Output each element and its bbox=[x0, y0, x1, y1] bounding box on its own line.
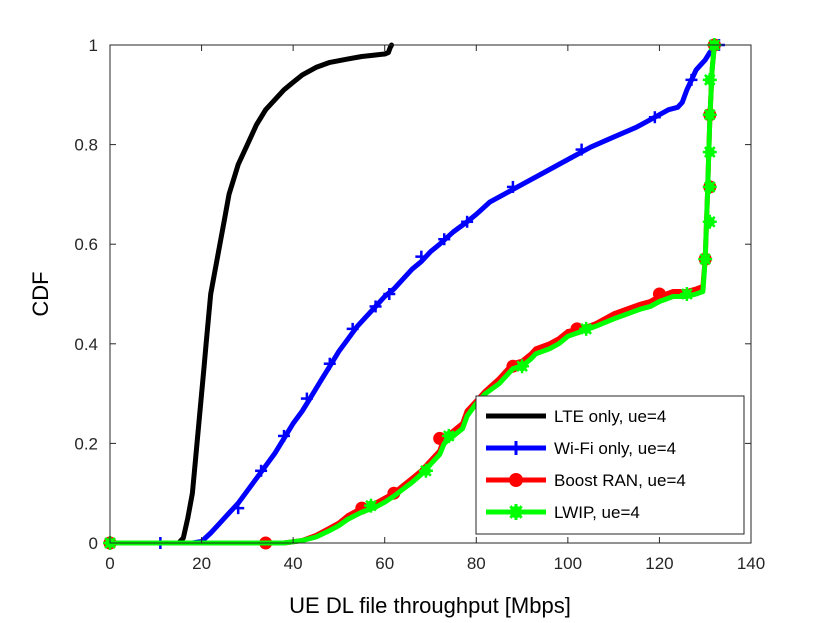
marker-wi-fi-only-ue-4-11 bbox=[438, 233, 451, 246]
x-axis-title: UE DL file throughput [Mbps] bbox=[289, 593, 571, 618]
series-layer bbox=[103, 38, 725, 550]
legend-marker-lwip-ue-4-spoke-3 bbox=[509, 505, 523, 519]
legend: LTE only, ue=4 Wi-Fi only, ue=4 Boost RAN,… bbox=[475, 395, 745, 535]
marker-lwip-ue-4-8 bbox=[702, 214, 717, 229]
legend-label-wi-fi-only-ue-4: Wi-Fi only, ue=4 bbox=[554, 439, 676, 458]
marker-lwip-ue-4-10 bbox=[702, 145, 717, 160]
marker-lwip-ue-4-9 bbox=[702, 179, 717, 194]
marker-lwip-ue-4-8-spoke-3 bbox=[703, 215, 716, 228]
marker-lwip-ue-4-2-spoke-3 bbox=[420, 464, 432, 477]
marker-wi-fi-only-ue-4-8 bbox=[369, 300, 382, 313]
legend-label-lte-only-ue-4: LTE only, ue=4 bbox=[554, 407, 666, 426]
series-line-lte-only-ue-4 bbox=[107, 42, 395, 546]
x-tick-label-2: 40 bbox=[284, 554, 303, 573]
marker-lwip-ue-4-3 bbox=[441, 428, 456, 443]
series-line-wi-fi-only-ue-4 bbox=[107, 42, 722, 546]
marker-lwip-ue-4-4 bbox=[515, 359, 530, 374]
y-tick-label-4: 0.8 bbox=[74, 136, 98, 155]
x-tick-label-3: 60 bbox=[375, 554, 394, 573]
marker-wi-fi-only-ue-4-15 bbox=[648, 111, 661, 124]
legend-marker-boost-ran-ue-4 bbox=[509, 473, 523, 487]
y-tick-label-2: 0.4 bbox=[74, 335, 98, 354]
legend-label-lwip-ue-4: LWIP, ue=4 bbox=[554, 503, 640, 522]
marker-lwip-ue-4-12 bbox=[702, 72, 717, 87]
marker-wi-fi-only-ue-4-5 bbox=[300, 392, 313, 405]
x-tick-label-0: 0 bbox=[105, 554, 114, 573]
y-tick-label-1: 0.2 bbox=[74, 434, 98, 453]
marker-wi-fi-only-ue-4-2 bbox=[232, 502, 245, 515]
marker-wi-fi-only-ue-4-16 bbox=[685, 73, 698, 86]
marker-wi-fi-only-ue-4-13 bbox=[506, 180, 519, 193]
marker-lwip-ue-4-1 bbox=[363, 498, 378, 513]
marker-wi-fi-only-ue-4-4 bbox=[277, 429, 290, 442]
marker-lwip-ue-4-12-spoke-3 bbox=[703, 74, 716, 86]
marker-wi-fi-only-ue-4-12 bbox=[461, 215, 474, 228]
series-line-lwip-ue-4 bbox=[107, 42, 717, 546]
marker-lwip-ue-4-7-spoke-3 bbox=[699, 253, 712, 265]
x-tick-label-5: 100 bbox=[554, 554, 582, 573]
marker-wi-fi-only-ue-4-9 bbox=[383, 288, 396, 300]
marker-lwip-ue-4-5-spoke-3 bbox=[580, 323, 593, 335]
marker-lwip-ue-4-7 bbox=[698, 252, 713, 267]
marker-lwip-ue-4-11 bbox=[702, 107, 717, 122]
marker-lwip-ue-4-10-spoke-3 bbox=[703, 146, 716, 158]
marker-lwip-ue-4-9-spoke-3 bbox=[703, 181, 716, 193]
axes-layer: 0 20 40 60 80 100 120 140 0 0.2 0.4 0.6 0.8 1 bbox=[74, 36, 765, 573]
series-wi-fi-only-ue-4 bbox=[104, 39, 725, 549]
x-tick-label-7: 140 bbox=[737, 554, 765, 573]
x-tick-label-6: 120 bbox=[645, 554, 673, 573]
marker-wi-fi-only-ue-4-14 bbox=[575, 143, 588, 156]
y-tick-label-5: 1 bbox=[89, 36, 98, 55]
series-lwip-ue-4 bbox=[103, 38, 722, 550]
y-axis-title: CDF bbox=[28, 271, 53, 316]
marker-wi-fi-only-ue-4-7 bbox=[346, 322, 359, 335]
marker-wi-fi-only-ue-4-6 bbox=[323, 357, 336, 370]
marker-wi-fi-only-ue-4-3 bbox=[255, 464, 268, 477]
x-tick-label-4: 80 bbox=[467, 554, 486, 573]
marker-lwip-ue-4-11-spoke-3 bbox=[703, 108, 716, 121]
marker-lwip-ue-4-3-spoke-3 bbox=[442, 430, 455, 442]
marker-lwip-ue-4-4-spoke-3 bbox=[516, 360, 528, 373]
marker-wi-fi-only-ue-4-10 bbox=[415, 250, 428, 263]
marker-lwip-ue-4-1-spoke-3 bbox=[365, 499, 377, 512]
series-lte-only-ue-4 bbox=[107, 42, 395, 546]
marker-lwip-ue-4-5 bbox=[579, 321, 594, 336]
marker-lwip-ue-4-6 bbox=[679, 287, 694, 301]
series-line-boost-ran-ue-4 bbox=[107, 42, 717, 546]
axes-box bbox=[109, 44, 752, 544]
marker-lwip-ue-4-2 bbox=[418, 463, 433, 478]
y-tick-label-3: 0.6 bbox=[74, 235, 98, 254]
y-tick-label-0: 0 bbox=[89, 534, 98, 553]
marker-lwip-ue-4-6-spoke-3 bbox=[681, 288, 693, 300]
x-tick-label-1: 20 bbox=[192, 554, 211, 573]
legend-label-boost-ran-ue-4: Boost RAN, ue=4 bbox=[554, 471, 686, 490]
